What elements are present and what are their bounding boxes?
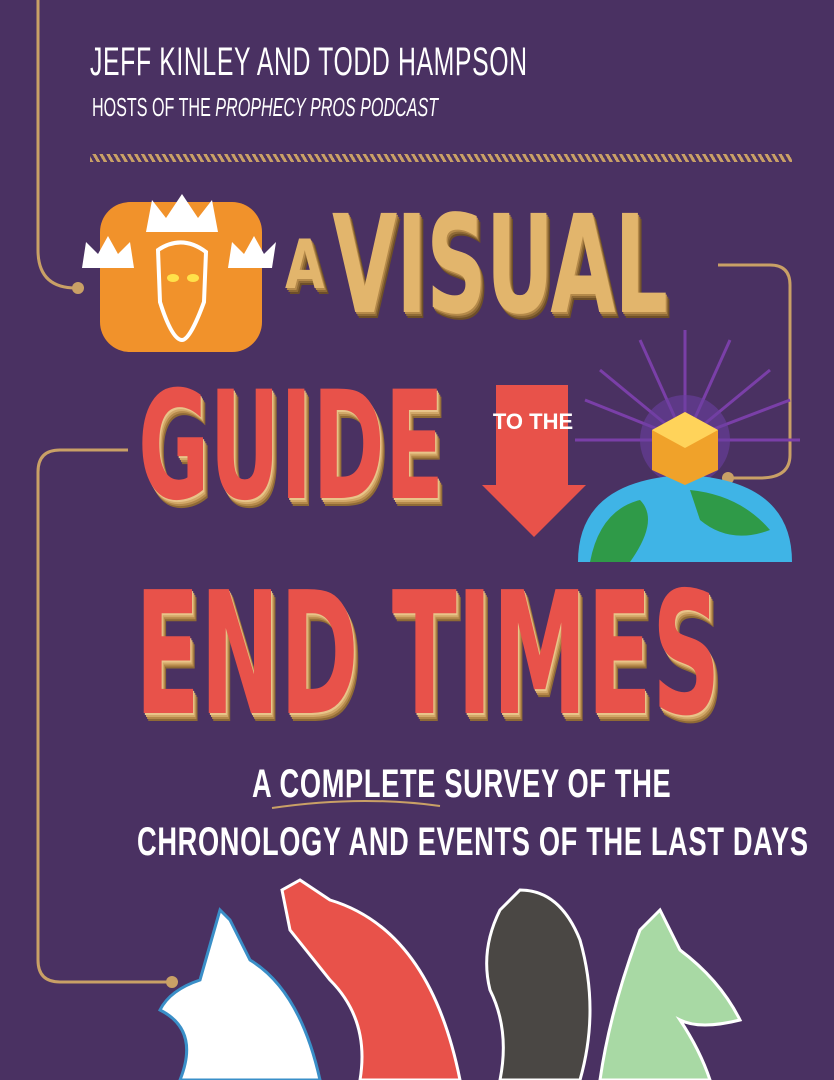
down-arrow-icon <box>482 385 586 537</box>
subtitle-line-1: A COMPLETE SURVEY OF THE <box>252 762 672 806</box>
hosts-line: HOSTS OF THE PROPHECY PROS PODCAST <box>92 92 438 123</box>
earth-with-cube-icon <box>575 330 800 562</box>
title-to-the: TO THE <box>492 409 574 434</box>
title-visual: VISUAL <box>332 187 668 345</box>
title-a: A <box>285 226 325 305</box>
subtitle-line-2: CHRONOLOGY AND EVENTS OF THE LAST DAYS <box>137 820 809 864</box>
authors: JEFF KINLEY AND TODD HAMPSON <box>90 40 528 84</box>
podcast-name: PROPHECY PROS PODCAST <box>215 92 439 122</box>
four-horses <box>157 878 743 1080</box>
hosts-prefix: HOSTS OF THE <box>92 92 216 122</box>
title-guide: GUIDE <box>138 360 445 534</box>
pale-horse-icon <box>598 907 743 1080</box>
white-horse-icon <box>157 907 322 1080</box>
black-horse-icon <box>485 888 592 1080</box>
crowned-christ-badge-icon <box>82 194 276 352</box>
hatched-divider <box>90 154 792 162</box>
title-end-times: END TIMES <box>135 556 721 754</box>
